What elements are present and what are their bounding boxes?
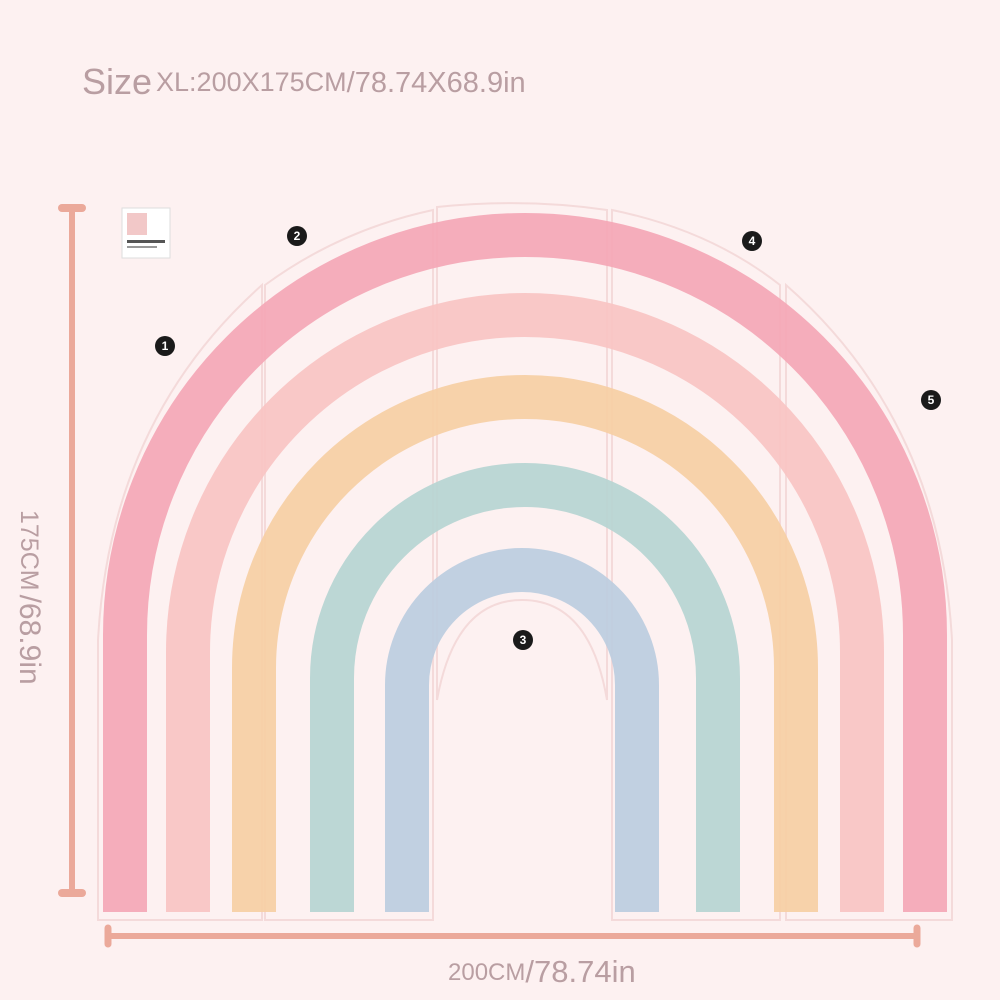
panel-label: 5	[928, 393, 935, 407]
package-thumbnail	[121, 207, 171, 259]
panel-label: 2	[294, 229, 301, 243]
panel-number: 2	[287, 226, 307, 246]
width-label: 200CM/78.74in	[448, 954, 636, 989]
size-word: Size	[82, 61, 152, 102]
size-title: Size XL:200X175CM/78.74X68.9in	[82, 61, 526, 102]
panel-number: 3	[513, 630, 533, 650]
height-label: 175CM/68.9in	[13, 510, 46, 685]
width-cm: 200CM	[448, 959, 525, 986]
panel-label: 3	[520, 633, 527, 647]
panel-outlines	[97, 202, 953, 921]
height-cm: 175CM	[15, 510, 43, 591]
size-in: /78.74X68.9in	[347, 67, 526, 99]
panel-label: 1	[162, 339, 169, 353]
panel-number: 1	[155, 336, 175, 356]
height-in: /68.9in	[13, 595, 46, 685]
panel-number: 4	[742, 231, 762, 251]
panel-number: 5	[921, 390, 941, 410]
size-xl: XL:200X175CM	[156, 67, 347, 97]
panel-label: 4	[749, 234, 756, 248]
rainbow	[103, 213, 947, 912]
height-dimension	[58, 204, 86, 897]
width-in: /78.74in	[525, 954, 635, 989]
width-dimension	[104, 924, 921, 948]
